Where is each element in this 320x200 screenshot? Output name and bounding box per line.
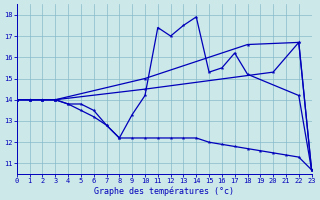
X-axis label: Graphe des températures (°c): Graphe des températures (°c) [94, 186, 234, 196]
